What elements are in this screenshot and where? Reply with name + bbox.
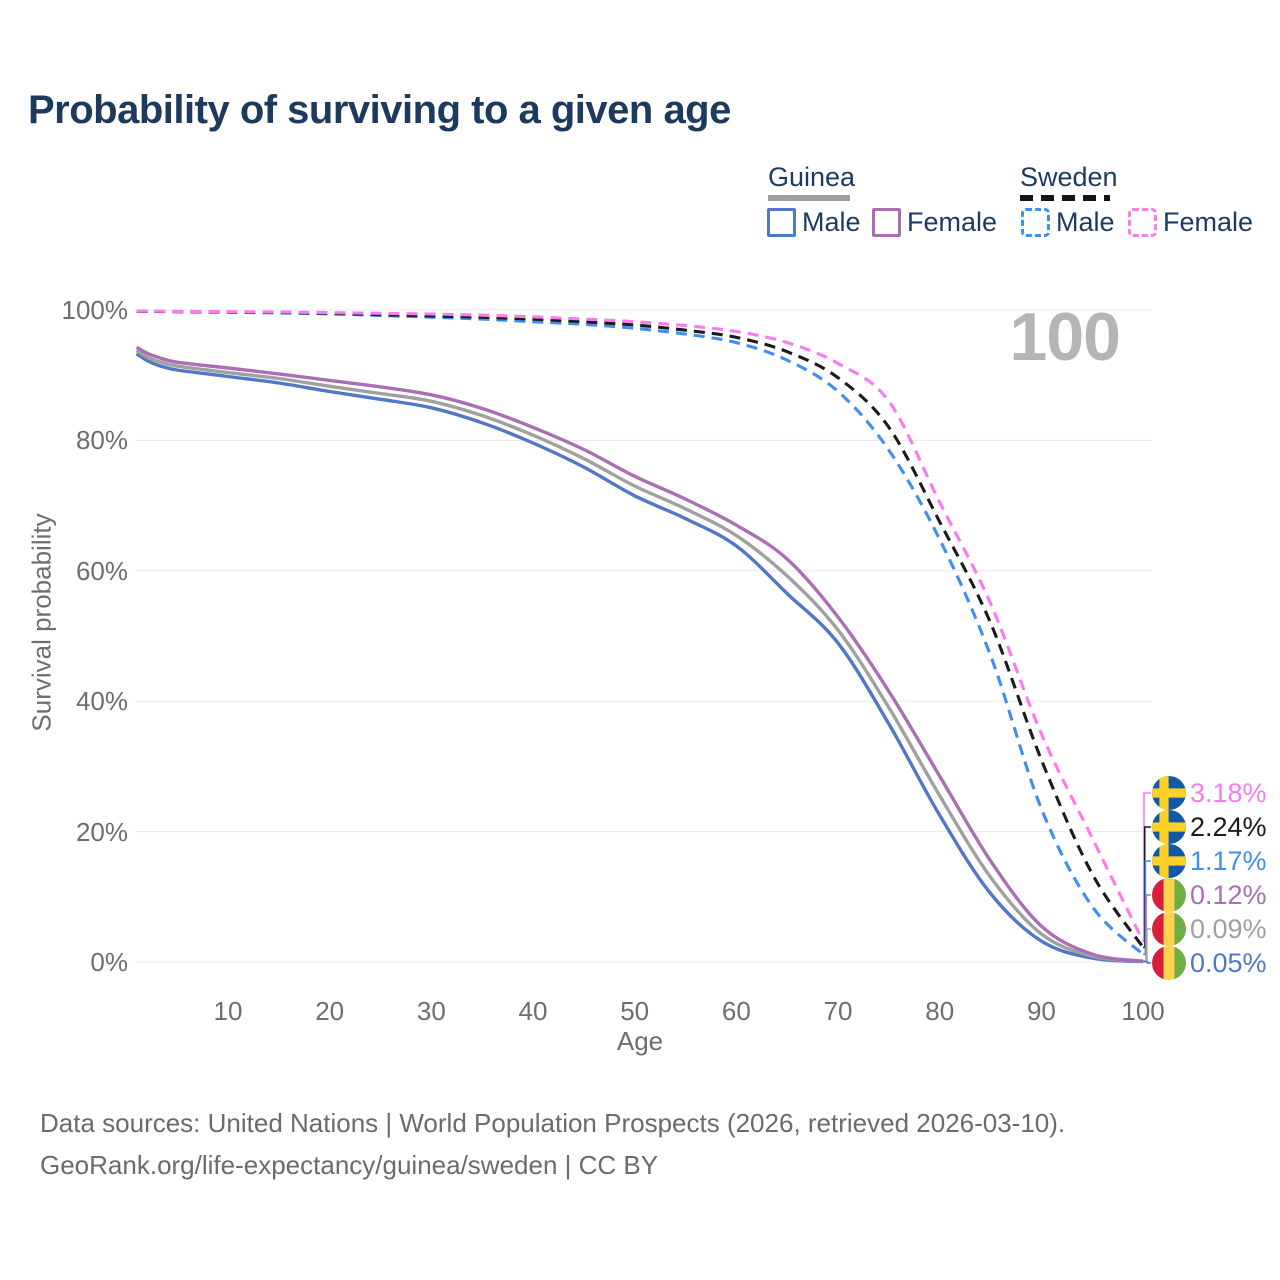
y-tick-label: 0% — [90, 947, 128, 977]
legend-item-label: Male — [1056, 207, 1115, 237]
curve-sweden-both-sexes — [136, 309, 1145, 949]
y-tick-label: 20% — [75, 816, 128, 847]
sweden-female-swatch-icon — [1128, 208, 1157, 237]
end-label-connector — [1143, 960, 1151, 964]
sweden-male-swatch-icon — [1021, 208, 1050, 237]
end-label-sweden-female: 3.18% — [1152, 776, 1267, 810]
legend-item-sweden-male[interactable]: Male — [1021, 207, 1115, 238]
flag-sweden-icon — [1152, 844, 1186, 878]
flag-guinea-icon — [1152, 912, 1186, 946]
x-tick-label: 50 — [620, 996, 650, 1026]
guinea-male-swatch-icon — [767, 208, 796, 237]
y-tick-label: 80% — [75, 425, 128, 456]
legend-item-guinea-male[interactable]: Male — [767, 207, 861, 238]
y-tick-label: 100% — [61, 295, 129, 325]
footer-sources: Data sources: United Nations | World Pop… — [40, 1108, 1066, 1138]
end-label-value: 2.24% — [1190, 812, 1267, 842]
x-tick-label: 80 — [925, 996, 955, 1026]
guinea-female-swatch-icon — [872, 208, 901, 237]
flag-sweden-icon — [1152, 776, 1186, 810]
curve-sweden-female — [136, 309, 1145, 942]
end-label-guinea-female: 0.12% — [1152, 878, 1267, 912]
curve-guinea-female — [135, 345, 1144, 963]
footer: Data sources: United Nations | World Pop… — [40, 1102, 1065, 1186]
x-tick-label: 20 — [315, 996, 345, 1026]
x-tick-label: 40 — [518, 996, 548, 1026]
page-title: Probability of surviving to a given age — [28, 88, 731, 132]
end-label-value: 3.18% — [1190, 778, 1267, 808]
y-tick-label: 40% — [75, 686, 128, 717]
y-tick-label: 60% — [75, 555, 128, 586]
x-tick-label: 60 — [721, 996, 751, 1026]
legend-item-sweden-female[interactable]: Female — [1128, 207, 1253, 238]
flag-guinea-icon — [1152, 878, 1186, 912]
x-tick-label: 70 — [823, 996, 853, 1026]
age-watermark: 100 — [1009, 299, 1121, 375]
legend-group-sweden-label: Sweden — [1020, 162, 1118, 192]
end-label-guinea-both-sexes: 0.09% — [1152, 912, 1267, 946]
end-label-sweden-male: 1.17% — [1152, 844, 1267, 878]
x-axis-title: Age — [616, 1026, 664, 1056]
end-label-sweden-both-sexes: 2.24% — [1152, 810, 1267, 844]
x-tick-label: 100 — [1121, 996, 1165, 1026]
legend-sweden-line-swatch — [1020, 195, 1110, 201]
legend-group-guinea-label: Guinea — [768, 162, 856, 192]
end-label-value: 0.05% — [1190, 948, 1267, 978]
end-label-value: 0.09% — [1190, 914, 1267, 944]
end-label-value: 0.12% — [1190, 880, 1267, 910]
x-tick-label: 10 — [213, 996, 243, 1026]
legend-guinea-line-swatch — [768, 195, 850, 201]
legend-item-label: Male — [802, 207, 861, 237]
footer-link: GeoRank.org/life-expectancy/guinea/swede… — [40, 1150, 659, 1180]
curve-guinea-male — [135, 352, 1144, 964]
x-tick-label: 30 — [416, 996, 446, 1026]
end-label-value: 1.17% — [1190, 846, 1267, 876]
curve-sweden-male — [136, 309, 1145, 956]
end-label-guinea-male: 0.05% — [1152, 946, 1267, 980]
flag-guinea-icon — [1152, 946, 1186, 980]
legend-item-label: Female — [1163, 207, 1254, 237]
legend-item-guinea-female[interactable]: Female — [872, 207, 997, 238]
legend-item-label: Female — [907, 207, 998, 237]
curve-guinea-both-sexes — [135, 348, 1144, 964]
x-tick-label: 90 — [1026, 996, 1056, 1026]
flag-sweden-icon — [1152, 810, 1186, 844]
